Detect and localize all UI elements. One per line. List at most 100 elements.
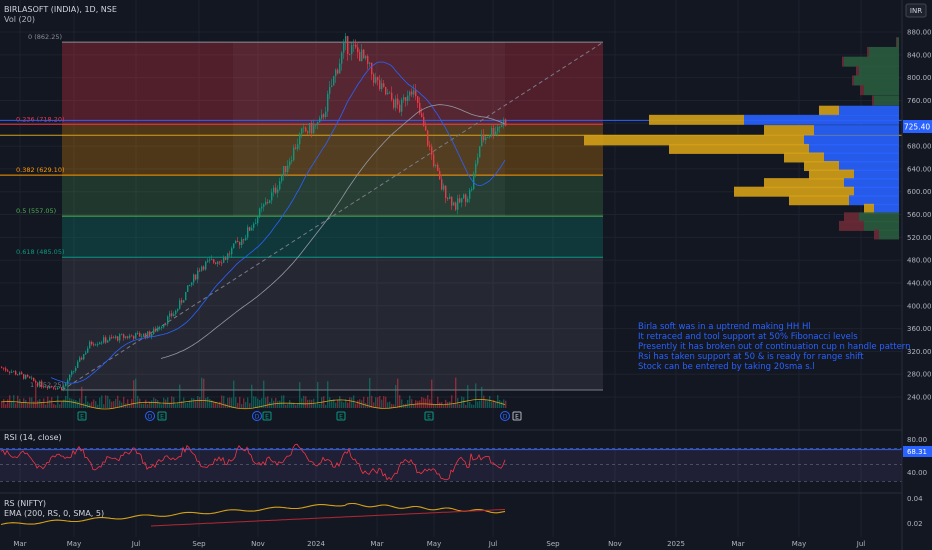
candle-body <box>233 243 235 249</box>
volume-bar <box>239 396 241 408</box>
annotation-note[interactable]: Birla soft was in a uptrend making HH Hl… <box>638 322 911 372</box>
volume-bar <box>159 402 161 408</box>
volume-bar <box>389 401 391 408</box>
volume-bar <box>433 403 435 408</box>
trendline-dashed[interactable] <box>61 41 604 391</box>
dividend-marker[interactable] <box>500 411 510 421</box>
volume-bar <box>75 399 77 408</box>
candle-body <box>89 341 91 349</box>
candle-body <box>503 119 505 126</box>
candle-body <box>235 240 237 244</box>
earnings-marker[interactable] <box>424 411 434 421</box>
volume-bar <box>339 396 341 408</box>
candle-body <box>421 113 423 117</box>
volume-bar <box>351 397 353 408</box>
candle-body <box>125 336 127 338</box>
volume-bar <box>73 399 75 408</box>
candle-body <box>1 367 3 369</box>
candle-body <box>369 62 371 64</box>
candle-body <box>171 313 173 316</box>
volume-bar <box>49 400 51 408</box>
candle-body <box>383 83 385 87</box>
candle-body <box>43 386 45 388</box>
volume-bar <box>275 397 277 408</box>
annotation-line-4: Rsi has taken support at 50 & is ready f… <box>638 352 864 362</box>
vp-bar-down <box>649 114 744 125</box>
vp-bar-up <box>824 152 899 163</box>
candle-body <box>173 314 175 316</box>
volume-bar <box>127 399 129 408</box>
candle-body <box>313 125 315 134</box>
earnings-marker[interactable] <box>512 411 522 421</box>
candle-body <box>293 147 295 161</box>
vp-bar-down <box>844 212 859 223</box>
candle-body <box>367 56 369 64</box>
volume-bar <box>55 404 57 408</box>
volume-bar <box>161 404 163 408</box>
candle-body <box>33 377 35 381</box>
price-tick-label: 280.00 <box>907 371 932 379</box>
volume-bar <box>347 402 349 408</box>
time-tick-label: May <box>427 540 441 548</box>
volume-bar <box>173 397 175 408</box>
vp-bar-down <box>856 65 859 76</box>
candle-body <box>7 370 9 372</box>
volume-bar <box>99 397 101 408</box>
volume-bar <box>77 401 79 408</box>
candle-body <box>357 47 359 53</box>
volume-bar <box>253 396 255 408</box>
candle-body <box>305 127 307 132</box>
volume-bar <box>271 398 273 408</box>
volume-bar <box>237 402 239 408</box>
candle-body <box>197 270 199 280</box>
price-tick-label: 480.00 <box>907 257 932 265</box>
volume-bar <box>193 398 195 408</box>
volume-bar <box>103 404 105 408</box>
candle-body <box>211 259 213 261</box>
highlight-box <box>233 42 505 217</box>
volume-bar <box>65 396 67 408</box>
rs-label: RS (NIFTY) <box>4 499 46 508</box>
time-axis[interactable]: Mar May Jul Sep Nov 2024 Mar May Jul Sep Nov 2025 Ma… <box>13 540 865 548</box>
candle-body <box>419 102 421 114</box>
candle-body <box>473 173 475 189</box>
candle-body <box>365 56 367 59</box>
vp-bar-down <box>896 37 897 48</box>
currency-badge[interactable] <box>905 3 927 18</box>
candle-body <box>189 284 191 286</box>
volume-bar <box>229 397 231 408</box>
volume-bar <box>387 402 389 408</box>
volume-bar <box>181 401 183 408</box>
dividend-marker[interactable] <box>252 411 262 421</box>
candle-body <box>55 388 57 390</box>
volume-bar <box>375 397 377 408</box>
fibonacci-retracement[interactable]: 0 (862.25) 0.236 (718.20) 0.382 (629.10) 0.… <box>0 33 902 391</box>
vp-bar-up <box>844 178 899 189</box>
candle-body <box>263 204 265 207</box>
volume-bar <box>25 400 27 408</box>
candle-body <box>65 383 67 387</box>
earnings-marker[interactable] <box>262 411 272 421</box>
vp-bar-down <box>734 186 854 197</box>
earnings-marker[interactable] <box>77 411 87 421</box>
vp-bar-up <box>814 125 899 136</box>
fib-zone <box>62 42 603 125</box>
volume-bar <box>373 402 375 408</box>
volume-bar <box>409 395 411 408</box>
price-tick-label: 520.00 <box>907 234 932 242</box>
earnings-marker[interactable] <box>336 411 346 421</box>
vp-bar-down <box>784 152 824 163</box>
volume-bar <box>483 395 485 408</box>
volume-bar <box>209 399 211 408</box>
volume-bar <box>97 404 99 408</box>
candle-body <box>51 386 53 388</box>
dividend-marker[interactable] <box>145 411 155 421</box>
candle-body <box>9 371 11 373</box>
volume-bar <box>189 400 191 408</box>
volume-bar <box>317 382 319 408</box>
earnings-marker[interactable] <box>157 411 167 421</box>
candle-body <box>435 164 437 167</box>
trendline[interactable] <box>61 41 604 391</box>
candle-body <box>147 331 149 338</box>
